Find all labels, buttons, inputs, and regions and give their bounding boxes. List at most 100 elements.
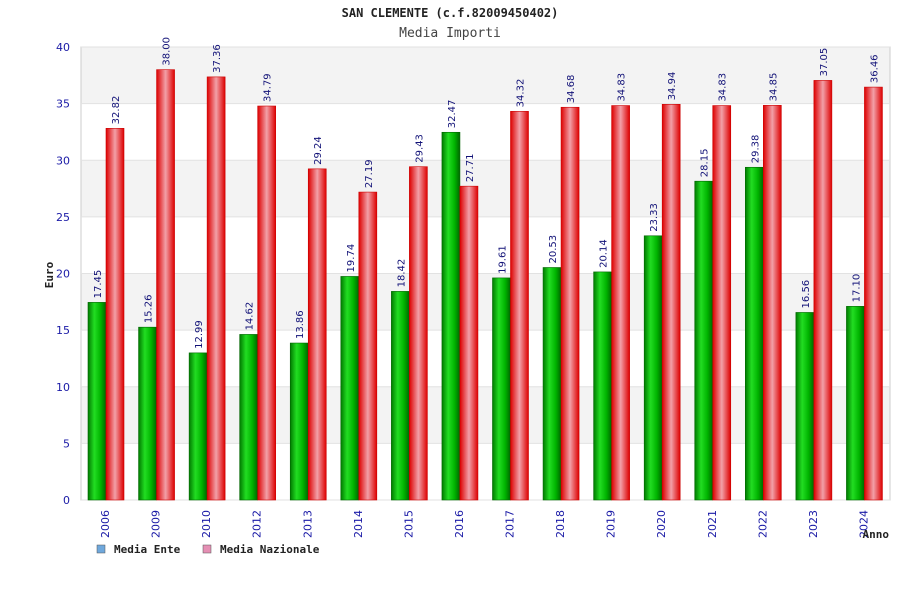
x-tick-label: 2024 (857, 510, 870, 538)
y-tick-label: 20 (56, 268, 70, 281)
data-labels: 17.45 32.82 15.26 38.00 12.99 37.36 14.62 34.79… (93, 37, 880, 349)
bar-media-nazionale (459, 185, 479, 501)
bar-media-nazionale (560, 106, 580, 501)
data-label: 32.47 (447, 100, 458, 129)
y-tick-label: 25 (56, 211, 70, 224)
x-axis-ticks: 2006 2009 2010 2012 2013 2014 2015 2016 2017 2018… (99, 510, 870, 538)
data-label: 12.99 (194, 320, 205, 349)
bar-media-nazionale (358, 191, 378, 501)
x-tick-label: 2009 (150, 510, 163, 538)
bar-media-ente (87, 302, 107, 501)
y-tick-label: 5 (63, 437, 70, 450)
data-label: 34.83 (718, 73, 729, 102)
y-tick-label: 30 (56, 154, 70, 167)
x-tick-label: 2020 (655, 510, 668, 538)
data-label: 34.32 (516, 79, 527, 108)
x-tick-label: 2023 (807, 510, 820, 538)
data-label: 16.56 (801, 280, 812, 309)
x-tick-label: 2015 (402, 510, 415, 538)
legend-label: Media Nazionale (220, 543, 320, 556)
bar-media-ente (593, 271, 612, 501)
x-tick-label: 2018 (554, 510, 567, 538)
bar-media-ente (391, 291, 410, 501)
y-axis-ticks: 0 5 10 15 20 25 30 35 40 (56, 41, 70, 507)
x-axis-label: Anno (863, 528, 890, 541)
bar-media-ente (694, 180, 714, 501)
data-label: 34.85 (768, 73, 779, 102)
x-tick-label: 2017 (504, 510, 517, 538)
bar-media-nazionale (257, 105, 276, 501)
y-tick-label: 40 (56, 41, 70, 54)
data-label: 14.62 (245, 302, 256, 331)
bar-media-nazionale (206, 76, 226, 501)
data-label: 29.24 (313, 136, 324, 165)
bar-media-ente (745, 166, 764, 501)
data-label: 29.43 (414, 134, 425, 163)
data-label: 32.82 (111, 96, 122, 125)
bars (87, 69, 883, 501)
data-label: 15.26 (144, 295, 155, 324)
data-label: 23.33 (649, 203, 660, 232)
y-tick-label: 10 (56, 381, 70, 394)
bar-media-nazionale (864, 86, 883, 501)
y-tick-label: 35 (56, 98, 70, 111)
legend-label: Media Ente (114, 543, 181, 556)
bar-media-ente (289, 342, 309, 501)
data-label: 34.94 (667, 72, 678, 101)
data-label: 38.00 (162, 37, 173, 66)
x-tick-label: 2022 (756, 510, 769, 538)
x-tick-label: 2021 (706, 510, 719, 538)
bar-media-nazionale (661, 104, 681, 501)
chart-title: SAN CLEMENTE (c.f.82009450402) (342, 6, 559, 20)
bar-media-nazionale (510, 111, 529, 501)
data-label: 34.83 (617, 73, 628, 102)
data-label: 36.46 (869, 54, 880, 83)
bar-media-nazionale (307, 168, 327, 501)
y-tick-label: 15 (56, 324, 70, 337)
data-label: 28.15 (700, 149, 711, 178)
legend-swatch (202, 544, 212, 554)
bar-media-ente (340, 276, 360, 501)
bar-media-ente (492, 277, 511, 501)
chart-subtitle: Media Importi (399, 26, 501, 41)
data-label: 34.79 (263, 73, 274, 102)
data-label: 13.86 (295, 310, 306, 339)
x-tick-label: 2016 (453, 510, 466, 538)
bar-media-nazionale (763, 105, 782, 501)
data-label: 27.19 (364, 159, 375, 188)
data-label: 37.05 (819, 48, 830, 77)
bar-media-ente (188, 352, 208, 501)
data-label: 37.36 (212, 44, 223, 73)
bar-media-ente (795, 312, 815, 501)
data-label: 17.45 (93, 270, 104, 299)
bar-media-ente (643, 235, 663, 501)
x-tick-label: 2006 (99, 510, 112, 538)
legend: Media Ente Media Nazionale (96, 543, 320, 556)
data-label: 17.10 (851, 274, 862, 303)
bar-media-nazionale (611, 105, 630, 501)
bar-media-ente (239, 334, 258, 501)
legend-swatch (96, 544, 106, 554)
data-label: 29.38 (750, 135, 761, 164)
data-label: 19.61 (498, 245, 509, 274)
bar-media-ente (846, 306, 865, 501)
bar-media-ente (138, 326, 157, 501)
x-tick-label: 2010 (200, 510, 213, 538)
x-tick-label: 2019 (605, 510, 618, 538)
bar-media-nazionale (156, 69, 175, 501)
bar-media-nazionale (409, 166, 428, 501)
data-label: 20.53 (548, 235, 559, 264)
bar-media-nazionale (105, 128, 125, 501)
bar-media-ente (542, 267, 562, 501)
y-tick-label: 0 (63, 494, 70, 507)
data-label: 34.68 (566, 75, 577, 104)
x-tick-label: 2014 (352, 510, 365, 538)
bar-media-nazionale (813, 80, 833, 501)
x-tick-label: 2012 (251, 510, 264, 538)
data-label: 19.74 (346, 244, 357, 273)
y-axis-label: Euro (43, 261, 56, 288)
data-label: 18.42 (396, 259, 407, 288)
bar-media-ente (441, 131, 461, 501)
